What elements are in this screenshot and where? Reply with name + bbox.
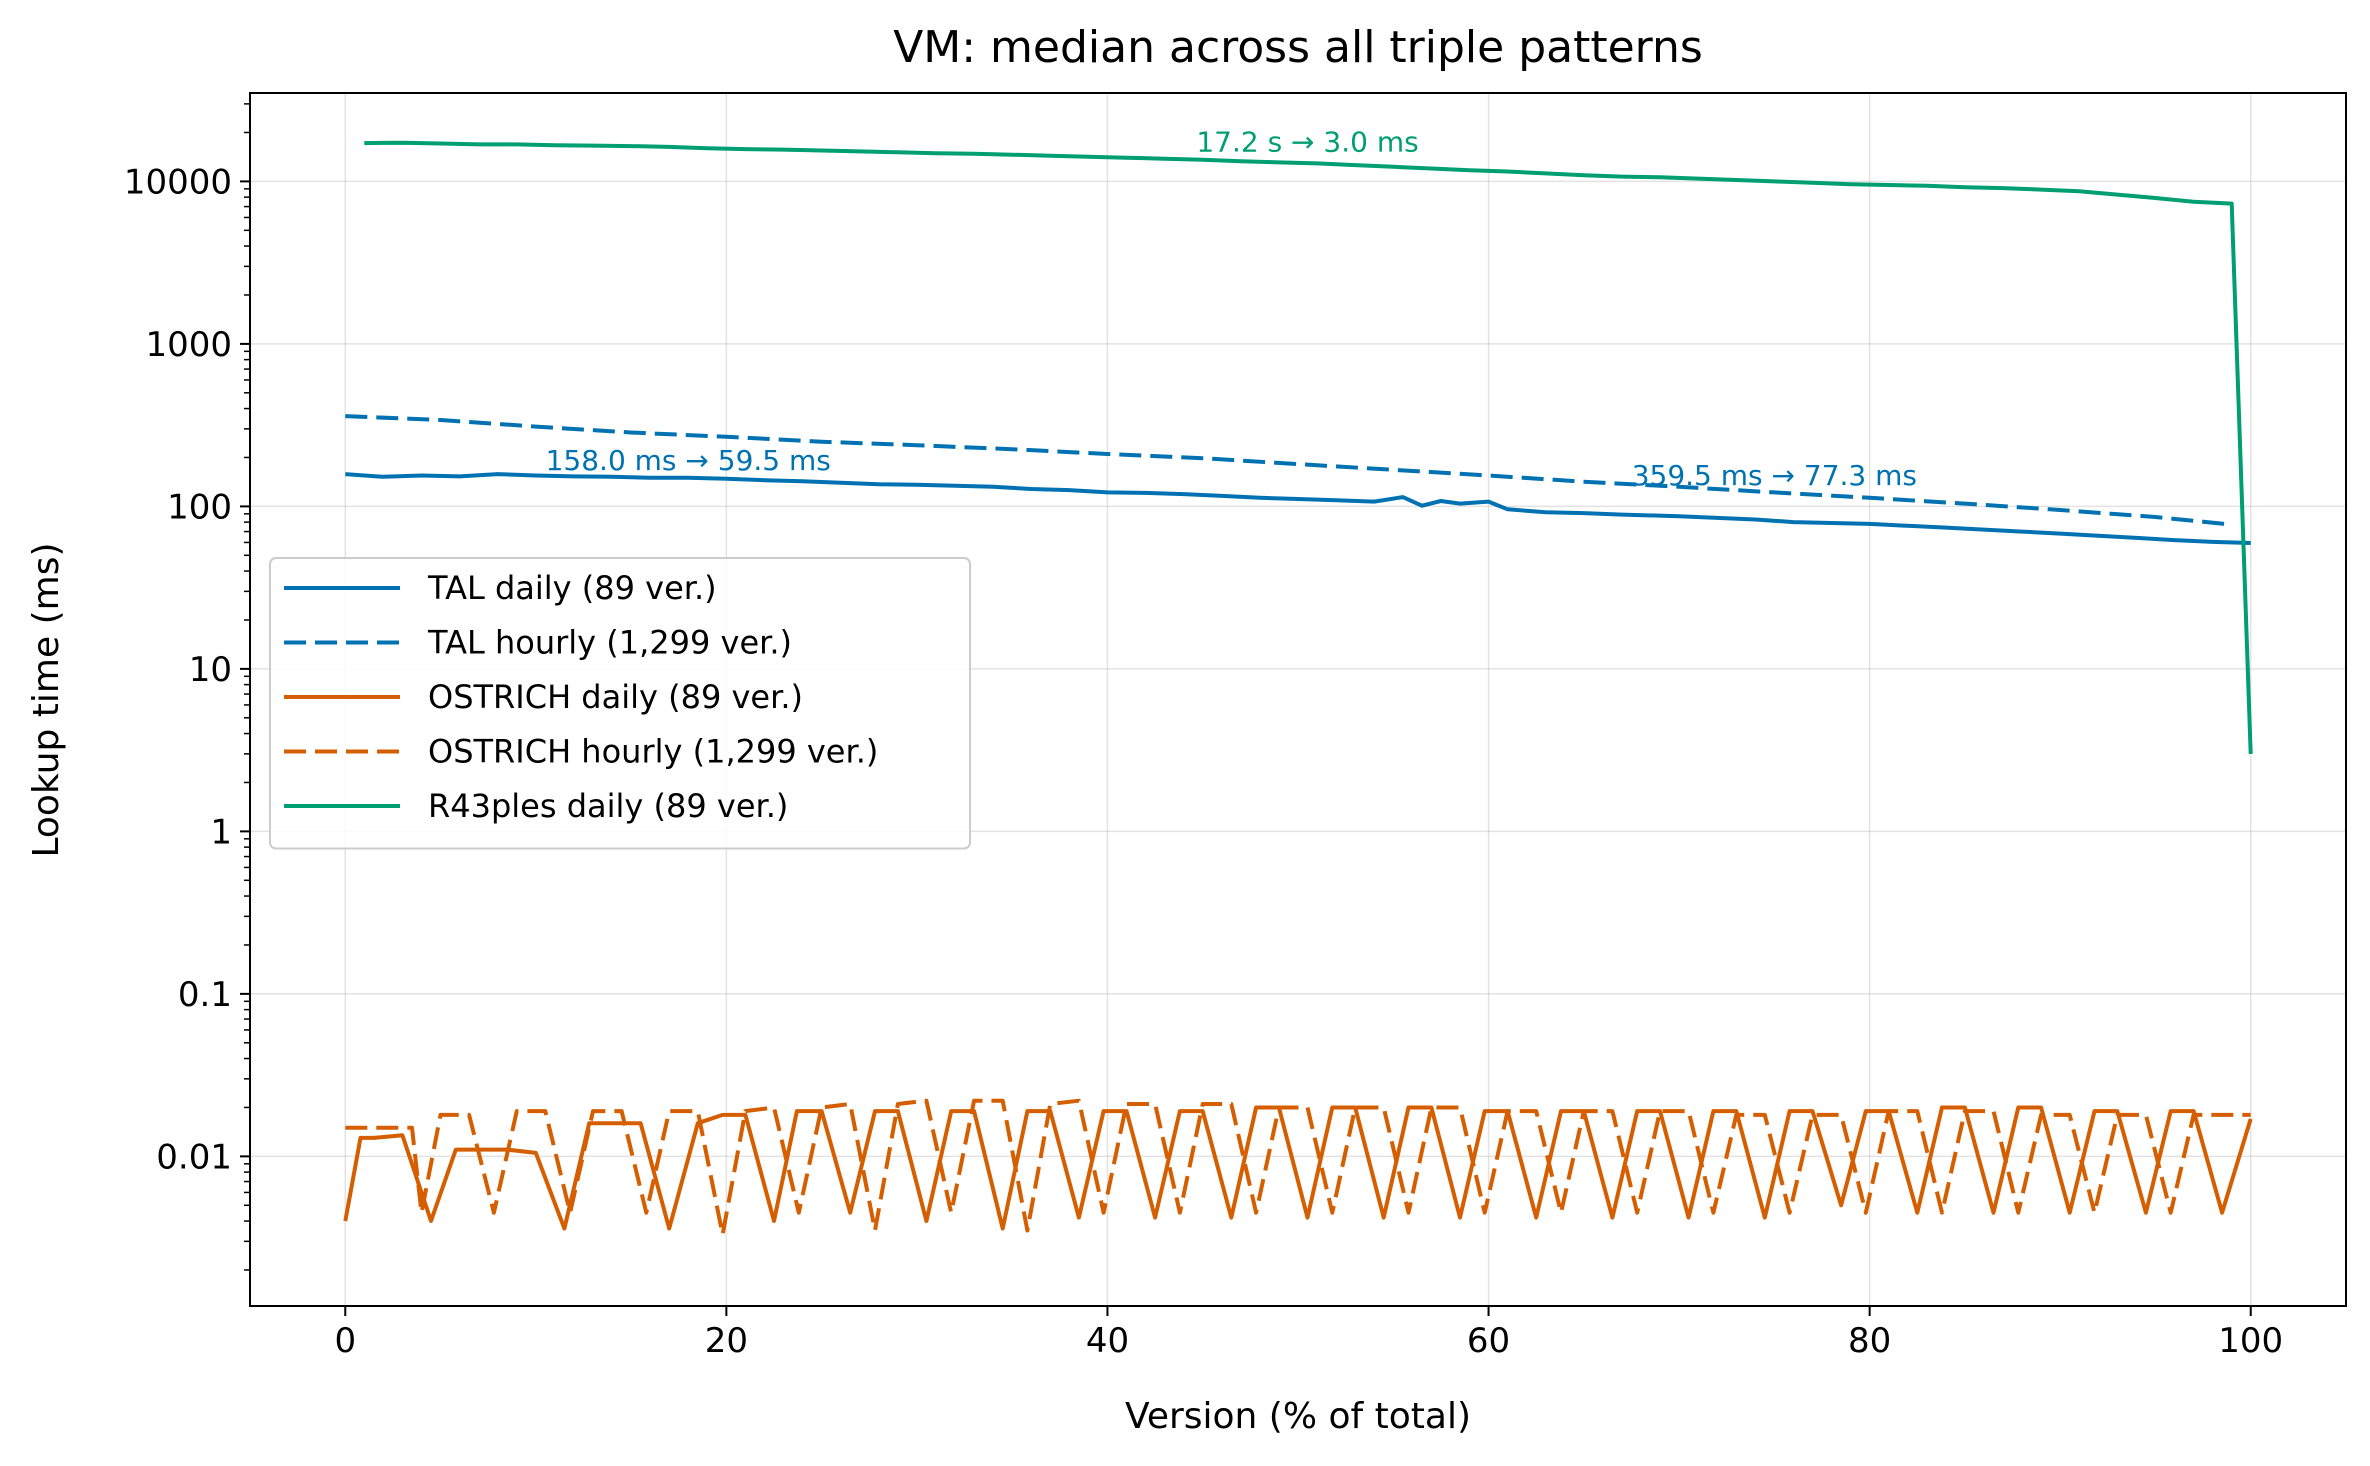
x-axis: 0 20 40 60 80 100 (334, 1306, 2283, 1361)
series-line-ostrich-daily-89-ver (343, 1105, 2253, 1231)
plot-area-frame (249, 92, 2347, 1307)
y-tick-label: 100 (167, 487, 232, 527)
chart-title: VM: median across all triple patterns (893, 22, 1703, 73)
series-line-ostrich-hourly-1-299-ver (345, 1098, 2251, 1237)
legend-label: OSTRICH hourly (1,299 ver.) (428, 733, 878, 771)
legend-label: OSTRICH daily (89 ver.) (428, 678, 803, 716)
x-tick-label: 100 (2218, 1321, 2283, 1361)
x-tick-label: 60 (1467, 1321, 1510, 1361)
y-tick-label: 1000 (145, 325, 232, 365)
x-tick-label: 0 (334, 1321, 356, 1361)
annotation-label: 359.5 ms → 77.3 ms (1632, 459, 1917, 492)
annotations: 17.2 s → 3.0 ms 158.0 ms → 59.5 ms 359.5 m… (546, 125, 1917, 492)
y-tick-label: 1 (210, 812, 232, 852)
annotation-label: 17.2 s → 3.0 ms (1196, 125, 1418, 158)
y-tick-label: 0.1 (178, 975, 232, 1015)
x-tick-label: 20 (705, 1321, 748, 1361)
y-axis: 0.01 0.1 1 10 100 1000 10000 (124, 103, 250, 1271)
x-axis-label: Version (% of total) (1125, 1396, 1471, 1437)
series-line-tal-hourly-1-299-ver (345, 414, 2232, 527)
series-line-r43ples-daily-89-ver (364, 140, 2253, 754)
legend-label: TAL hourly (1,299 ver.) (427, 624, 792, 662)
series-lines (343, 140, 2253, 1237)
legend-box (269, 557, 971, 850)
series-line-tal-daily-89-ver (345, 472, 2251, 545)
series-group (343, 140, 2253, 1237)
legend-label: TAL daily (89 ver.) (427, 569, 717, 607)
x-tick-label: 40 (1086, 1321, 1129, 1361)
y-tick-label: 10000 (124, 162, 232, 202)
y-tick-label: 0.01 (156, 1137, 232, 1177)
y-tick-label: 10 (189, 650, 232, 690)
y-axis-label: Lookup time (ms) (26, 542, 67, 857)
annotation-label: 158.0 ms → 59.5 ms (546, 444, 831, 477)
x-tick-label: 80 (1848, 1321, 1891, 1361)
legend-label: R43ples daily (89 ver.) (428, 787, 788, 825)
legend: TAL daily (89 ver.) TAL hourly (1,299 ver… (269, 557, 971, 850)
